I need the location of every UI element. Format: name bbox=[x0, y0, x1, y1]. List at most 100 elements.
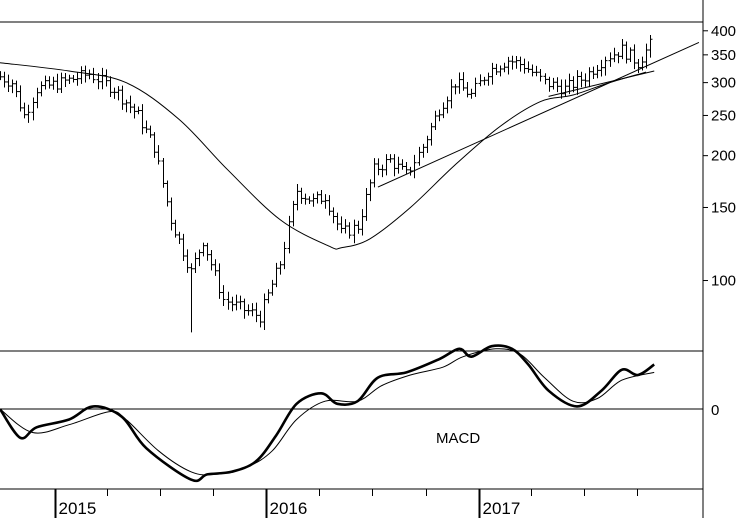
price-bar bbox=[482, 76, 487, 86]
price-bar bbox=[421, 143, 426, 158]
price-bar bbox=[335, 212, 340, 231]
price-bar bbox=[266, 289, 271, 304]
price-bar bbox=[2, 71, 7, 88]
price-bar bbox=[518, 56, 523, 72]
price-bar bbox=[250, 303, 255, 317]
price-bar bbox=[457, 72, 462, 94]
price-bar bbox=[217, 263, 222, 299]
price-bar bbox=[270, 279, 275, 296]
price-bar bbox=[315, 191, 320, 204]
price-bar bbox=[238, 295, 243, 310]
price-bar bbox=[55, 73, 60, 94]
price-bar bbox=[291, 200, 296, 227]
price-bar bbox=[205, 242, 210, 261]
price-bar bbox=[616, 52, 621, 64]
price-bar bbox=[579, 71, 584, 88]
price-bar bbox=[425, 135, 430, 153]
price-bar bbox=[632, 44, 637, 70]
price-bar bbox=[148, 125, 153, 138]
price-bar bbox=[91, 67, 96, 84]
price-bar bbox=[51, 76, 56, 90]
macd-line bbox=[0, 344, 655, 483]
price-bar bbox=[347, 222, 352, 239]
price-bar bbox=[543, 73, 548, 85]
price-bar bbox=[636, 58, 641, 73]
price-bar bbox=[331, 207, 336, 224]
price-bar bbox=[551, 77, 556, 90]
price-bar bbox=[392, 154, 397, 177]
price-bar bbox=[213, 259, 218, 276]
price-bar bbox=[469, 88, 474, 99]
price-bar bbox=[624, 41, 629, 64]
price-bar bbox=[538, 69, 543, 82]
price-bar bbox=[498, 65, 503, 77]
price-bar bbox=[6, 74, 11, 93]
price-bar bbox=[449, 79, 454, 109]
price-bar bbox=[246, 304, 251, 316]
price-bar bbox=[648, 34, 653, 58]
price-axis-tick-label: 150 bbox=[711, 199, 736, 216]
price-bar bbox=[563, 79, 568, 97]
macd-label: MACD bbox=[436, 430, 480, 447]
price-bar bbox=[433, 110, 438, 130]
macd-signal-line bbox=[0, 348, 655, 476]
macd-zero-tick-label: 0 bbox=[711, 402, 719, 419]
price-bar bbox=[226, 291, 231, 310]
price-bar bbox=[230, 296, 235, 312]
price-bar bbox=[177, 231, 182, 245]
price-bar bbox=[75, 72, 80, 86]
price-bar bbox=[490, 62, 495, 85]
x-axis-year-label: 2017 bbox=[483, 499, 521, 518]
price-bar bbox=[417, 146, 422, 166]
price-bar bbox=[478, 74, 483, 87]
price-bar bbox=[364, 188, 369, 221]
price-axis-tick-label: 400 bbox=[711, 23, 736, 40]
price-bar bbox=[120, 85, 125, 110]
price-bar bbox=[404, 161, 409, 174]
x-axis: 2015 2016 2017 bbox=[54, 489, 638, 518]
price-bar bbox=[295, 183, 300, 211]
price-bar bbox=[234, 294, 239, 311]
price-bar bbox=[161, 158, 166, 188]
price-bar bbox=[400, 159, 405, 170]
price-bar bbox=[26, 104, 31, 123]
price-bar bbox=[514, 56, 519, 69]
price-bar bbox=[39, 81, 44, 97]
price-bar bbox=[644, 43, 649, 69]
price-bar bbox=[412, 154, 417, 179]
price-bar bbox=[303, 193, 308, 205]
price-bar bbox=[510, 55, 515, 70]
price-bar bbox=[140, 104, 145, 135]
price-bar bbox=[453, 84, 458, 95]
price-bar bbox=[201, 242, 206, 257]
price-bar bbox=[104, 69, 109, 87]
price-bar bbox=[35, 87, 40, 109]
price-bar bbox=[571, 76, 576, 93]
price-bar bbox=[555, 77, 560, 93]
price-bars bbox=[0, 34, 653, 333]
price-bar bbox=[319, 189, 324, 205]
price-bar bbox=[408, 166, 413, 176]
price-bar bbox=[608, 52, 613, 67]
price-bar bbox=[278, 261, 283, 275]
price-bar bbox=[132, 103, 137, 119]
price-bar bbox=[221, 285, 226, 307]
price-axis-tick-label: 300 bbox=[711, 75, 736, 92]
trendlines bbox=[377, 41, 700, 188]
price-bar bbox=[10, 79, 15, 94]
price-bar bbox=[595, 64, 600, 79]
price-bar bbox=[258, 310, 263, 328]
price-axis-tick-label: 200 bbox=[711, 148, 736, 165]
price-bar bbox=[96, 72, 101, 90]
price-bar bbox=[282, 241, 287, 270]
price-axis-tick-label: 100 bbox=[711, 273, 736, 290]
price-bar bbox=[185, 249, 190, 273]
price-bar bbox=[376, 158, 381, 176]
price-bar bbox=[165, 180, 170, 207]
price-bar bbox=[31, 97, 36, 121]
price-bar bbox=[43, 75, 48, 90]
price-bar bbox=[360, 209, 365, 236]
price-bar bbox=[63, 73, 68, 87]
trendline bbox=[377, 41, 700, 188]
price-bar bbox=[299, 187, 304, 204]
